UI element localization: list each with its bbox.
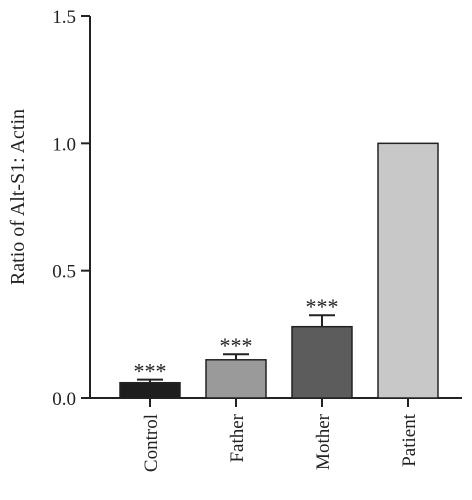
bar-father bbox=[205, 359, 267, 399]
significance-label: *** bbox=[220, 333, 253, 358]
y-tick-label: 1.0 bbox=[52, 134, 76, 155]
y-tick-label: 1.5 bbox=[52, 7, 76, 28]
bar-control bbox=[119, 381, 181, 399]
x-tick-label: Mother bbox=[313, 413, 334, 470]
bar-patient bbox=[377, 142, 439, 399]
significance-label: *** bbox=[306, 294, 339, 319]
y-tick-label: 0.5 bbox=[52, 262, 76, 283]
y-tick-label: 0.0 bbox=[52, 389, 76, 410]
x-tick-label: Control bbox=[141, 414, 162, 472]
y-axis-title: Ratio of Alt-S1: Actin bbox=[7, 109, 29, 285]
x-tick-label: Patient bbox=[399, 413, 420, 466]
bar-mother bbox=[291, 325, 353, 399]
significance-label: *** bbox=[134, 359, 167, 384]
y-ticks: 0.0 0.5 1.0 1.5 bbox=[52, 7, 90, 410]
x-ticks: Control Father Mother Patient bbox=[141, 398, 420, 472]
x-axis: Control Father Mother Patient bbox=[89, 397, 462, 472]
bars: *** *** *** bbox=[119, 142, 439, 399]
y-axis: 0.0 0.5 1.0 1.5 bbox=[52, 7, 91, 410]
x-tick-label: Father bbox=[227, 413, 248, 462]
